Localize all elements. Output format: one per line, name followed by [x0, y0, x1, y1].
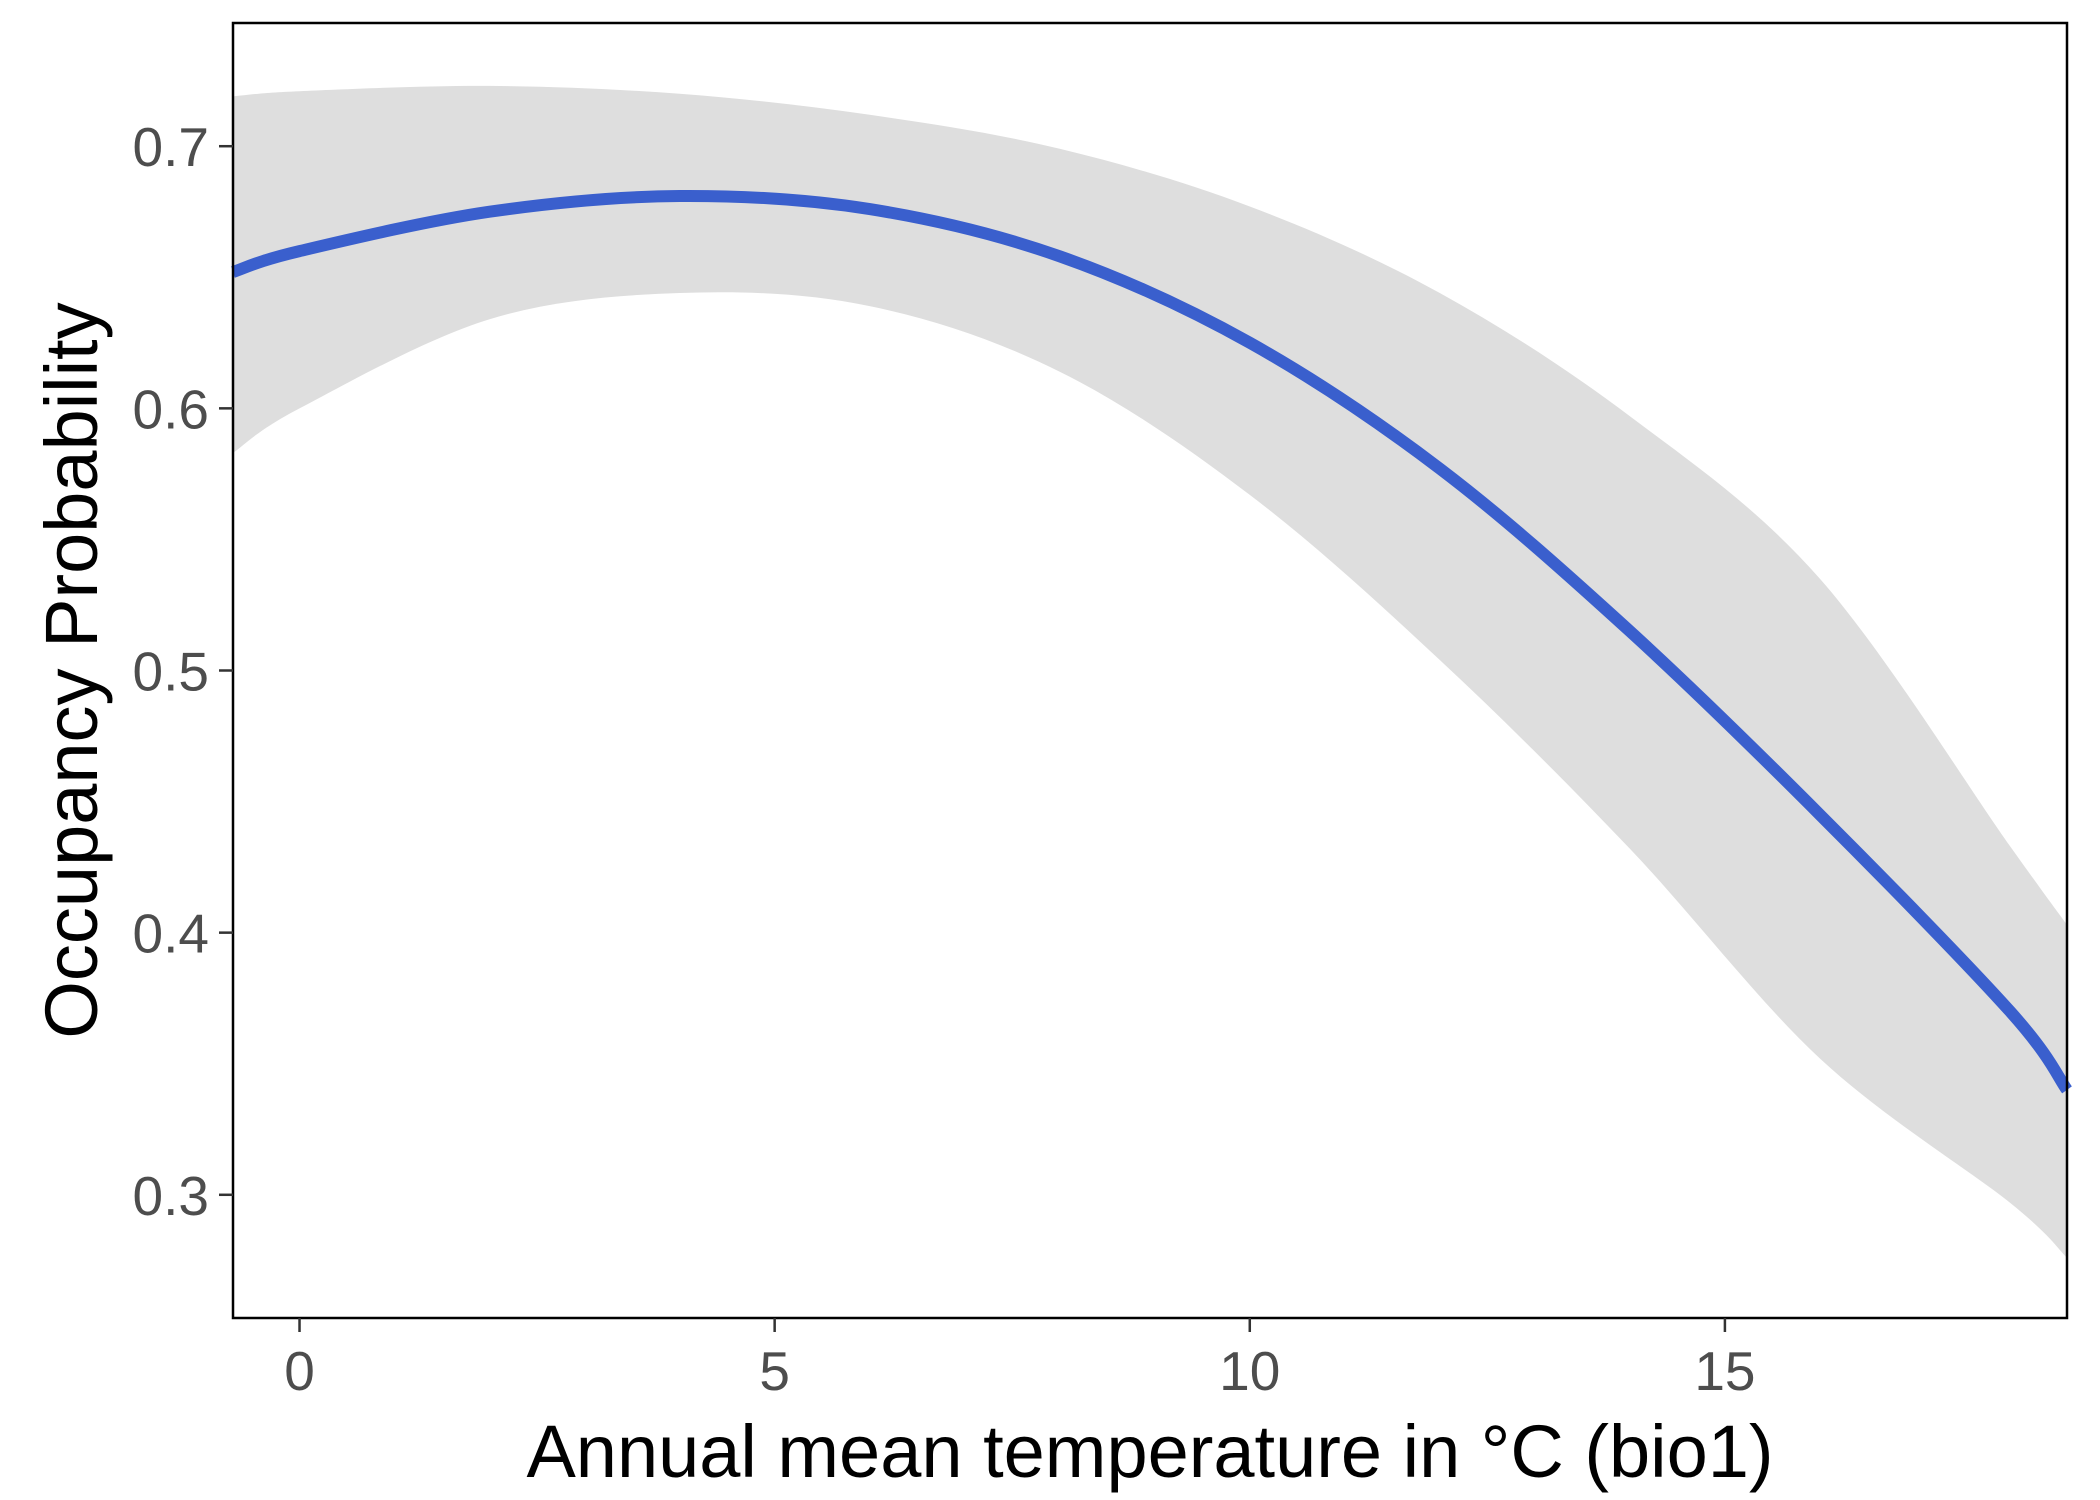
y-axis-title: Occupancy Probability [30, 302, 113, 1038]
y-tick-label: 0.3 [133, 1165, 209, 1227]
series-line [231, 189, 2072, 1094]
y-tick-label: 0.7 [133, 116, 209, 178]
y-tick-label: 0.5 [133, 641, 209, 703]
confidence-ribbon [233, 85, 2067, 1258]
x-tick-label: 10 [1219, 1340, 1280, 1402]
x-tick-label: 5 [759, 1340, 790, 1402]
y-tick-label: 0.4 [133, 903, 209, 965]
x-tick-label: 15 [1694, 1340, 1755, 1402]
y-tick-label: 0.6 [133, 378, 209, 440]
x-tick-label: 0 [284, 1340, 315, 1402]
axis-ticks: 0 5 10 15 0.3 0.4 0.5 0.6 0.7 [133, 116, 1756, 1402]
plot-area [231, 85, 2072, 1258]
x-axis-title: Annual mean temperature in °C (bio1) [526, 1410, 1773, 1493]
